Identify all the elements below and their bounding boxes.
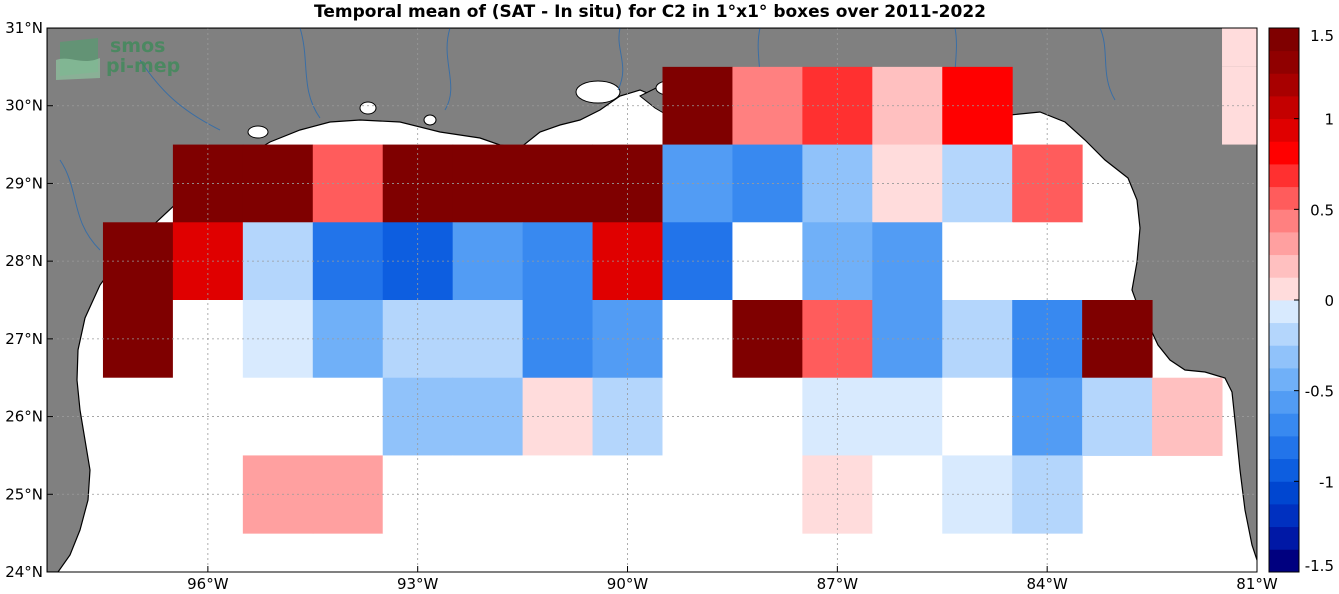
map-area (47, 28, 1257, 572)
colorbar: -1.5 -1 -0.5 0 0.5 1 1.5 (1268, 27, 1334, 575)
colorbar-segment (1269, 164, 1299, 188)
y-tick-label: 27°N (5, 330, 43, 348)
logo-text-smos: smos (110, 35, 165, 57)
colorbar-tick-label: -1.5 (1305, 557, 1334, 575)
y-tick-label: 26°N (5, 408, 43, 426)
smos-pimep-logo: smos pi-mep (56, 35, 180, 80)
x-tick-label: 87°W (817, 575, 859, 593)
sabine-lake (247, 125, 269, 139)
colorbar-segment (1269, 526, 1299, 550)
colorbar-segment (1269, 141, 1299, 165)
lake-pontchartrain (575, 80, 621, 104)
colorbar-segment (1269, 300, 1299, 324)
colorbar-segment (1269, 413, 1299, 437)
x-tick-label: 93°W (397, 575, 439, 593)
colorbar-segment (1269, 186, 1299, 210)
colorbar-tick-label: 1 (1324, 111, 1334, 129)
y-tick-label: 28°N (5, 252, 43, 270)
logo-wave (56, 58, 100, 80)
y-tick-label: 25°N (5, 485, 43, 503)
river-suwannee (1099, 28, 1116, 101)
river-brazos (59, 159, 101, 251)
colorbar-tick-label: -1 (1319, 473, 1334, 491)
river-mississippi (617, 28, 624, 91)
river-atchafalaya (444, 28, 452, 111)
colorbar-segment (1269, 232, 1299, 256)
colorbar-segment (1269, 50, 1299, 74)
colorbar-segment (1269, 96, 1299, 120)
x-axis: 96°W 93°W 90°W 87°W 84°W 81°W (187, 566, 1278, 593)
colorbar-segment (1269, 277, 1299, 301)
lake-white (423, 114, 437, 126)
y-tick-label: 29°N (5, 174, 43, 192)
colorbar-tick-label: 0.5 (1310, 201, 1334, 219)
x-tick-label: 84°W (1026, 575, 1068, 593)
colorbar-tick-label: -0.5 (1305, 383, 1334, 401)
x-tick-label: 96°W (187, 575, 229, 593)
colorbar-segment (1269, 390, 1299, 414)
y-tick-label: 24°N (5, 563, 43, 581)
colorbar-tick-label: 0 (1324, 292, 1334, 310)
map-frame (46, 27, 1258, 573)
gridlines (47, 28, 1257, 572)
logo-text-pimep: pi-mep (106, 55, 180, 77)
x-tick-label: 81°W (1236, 575, 1278, 593)
y-tick-label: 30°N (5, 97, 43, 115)
colorbar-segment (1269, 28, 1299, 52)
colorbar-segment (1269, 345, 1299, 369)
y-axis: 24°N 25°N 26°N 27°N 28°N 29°N 30°N 31°N (5, 19, 53, 581)
lake-calcasieu (359, 101, 377, 115)
colorbar-segment (1269, 368, 1299, 392)
colorbar-segment (1269, 458, 1299, 482)
chart-title: Temporal mean of (SAT - In situ) for C2 … (314, 2, 986, 22)
colorbar-segment (1269, 322, 1299, 346)
colorbar-segment (1269, 254, 1299, 278)
colorbar-segment (1269, 209, 1299, 233)
y-tick-label: 31°N (5, 19, 43, 37)
colorbar-segment (1269, 118, 1299, 142)
colorbar-segment (1269, 549, 1299, 573)
colorbar-segment (1269, 436, 1299, 460)
colorbar-segment (1269, 73, 1299, 97)
colorbar-tick-label: 1.5 (1310, 27, 1334, 45)
data-box (1222, 28, 1257, 67)
river-sabine (299, 28, 321, 119)
colorbar-segment (1269, 481, 1299, 505)
colorbar-segment (1269, 504, 1299, 528)
x-tick-label: 90°W (607, 575, 649, 593)
